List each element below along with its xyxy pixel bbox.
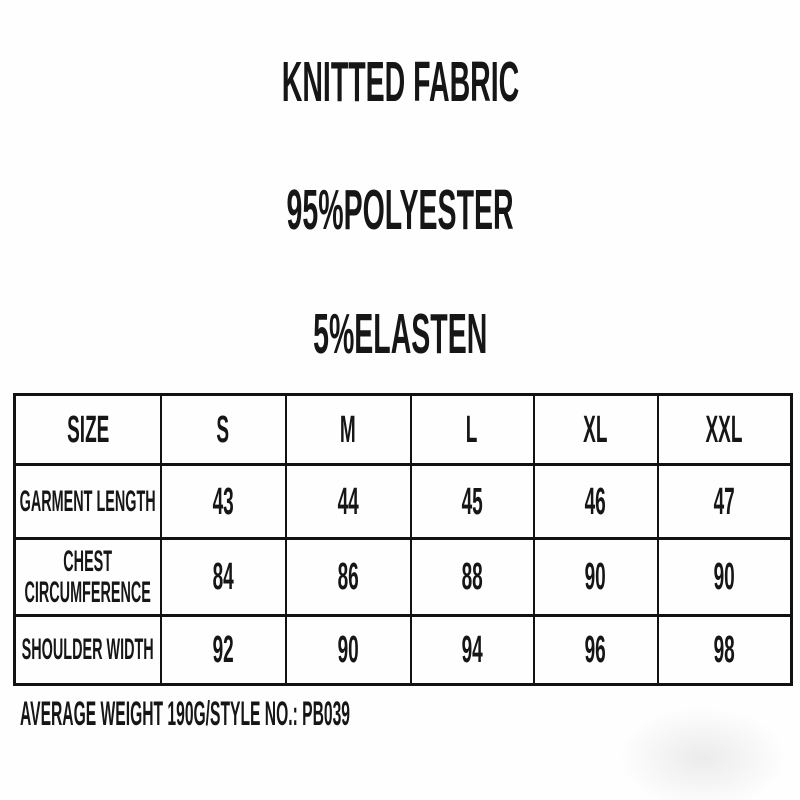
table-header-row: SIZE S M L XL XXL — [13, 393, 793, 466]
row-label-chest-circumference: CHEST CIRCUMFERENCE — [13, 537, 162, 617]
composition-polyester-text: 95%POLYESTER — [286, 178, 514, 242]
cell-chest-circumference-xl: 90 — [532, 537, 659, 617]
cell-shoulder-width-l: 94 — [409, 614, 535, 686]
cell-garment-length-xxl: 47 — [656, 463, 793, 540]
col-header-s: S — [159, 393, 287, 466]
cell-chest-circumference-s: 84 — [159, 537, 287, 617]
col-header-l: L — [409, 393, 535, 466]
composition-elasten: 5%ELASTEN — [0, 306, 800, 363]
row-label-garment-length: GARMENT LENGTH — [13, 463, 162, 540]
col-header-xxl: XXL — [656, 393, 793, 466]
composition-elasten-text: 5%ELASTEN — [312, 302, 488, 366]
average-weight-style-note: AVERAGE WEIGHT 190G/STYLE NO.: PB039 — [20, 697, 737, 731]
cell-shoulder-width-xl: 96 — [532, 614, 659, 686]
table-row-garment-length: GARMENT LENGTH 43 44 45 46 47 — [13, 463, 793, 540]
cell-chest-circumference-l: 88 — [409, 537, 535, 617]
cell-garment-length-s: 43 — [159, 463, 287, 540]
cell-garment-length-l: 45 — [409, 463, 535, 540]
row-label-shoulder-width: SHOULDER WIDTH — [13, 614, 162, 686]
fabric-type-title: KNITTED FABRIC — [0, 54, 800, 111]
table-row-chest-circumference: CHEST CIRCUMFERENCE 84 86 88 90 90 — [13, 537, 793, 617]
composition-polyester: 95%POLYESTER — [0, 182, 800, 239]
table-row-shoulder-width: SHOULDER WIDTH 92 90 94 96 98 — [13, 614, 793, 686]
col-header-size: SIZE — [13, 393, 162, 466]
col-header-m: M — [284, 393, 412, 466]
cell-shoulder-width-m: 90 — [284, 614, 412, 686]
cell-chest-circumference-m: 86 — [284, 537, 412, 617]
cell-garment-length-m: 44 — [284, 463, 412, 540]
cell-shoulder-width-xxl: 98 — [656, 614, 793, 686]
cell-chest-circumference-xxl: 90 — [656, 537, 793, 617]
size-chart-table: SIZE S M L XL XXL GARMENT LENGTH 43 44 4… — [13, 393, 793, 686]
average-weight-style-text: AVERAGE WEIGHT 190G/STYLE NO.: PB039 — [20, 695, 350, 733]
cell-shoulder-width-s: 92 — [159, 614, 287, 686]
cell-garment-length-xl: 46 — [532, 463, 659, 540]
fabric-type-text: KNITTED FABRIC — [281, 50, 519, 114]
col-header-xl: XL — [532, 393, 659, 466]
